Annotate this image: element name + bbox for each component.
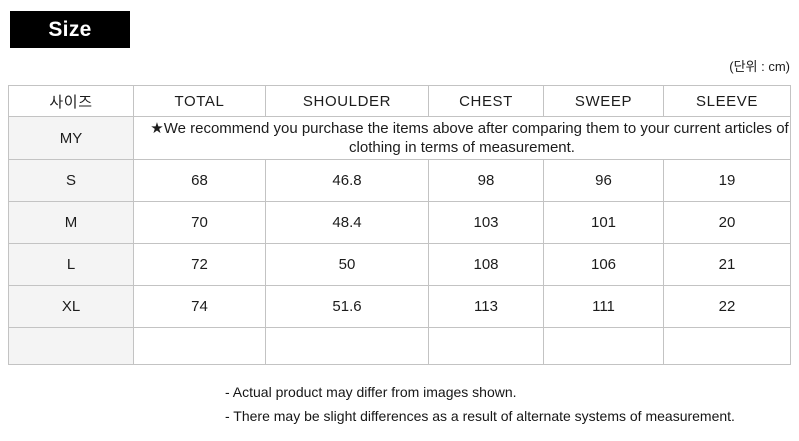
- l-shoulder: 50: [265, 243, 429, 286]
- row-label-s: S: [8, 159, 134, 202]
- column-header-sweep: SWEEP: [543, 85, 664, 117]
- s-shoulder: 46.8: [265, 159, 429, 202]
- table-row-xl: XL 74 51.6 113 111 22: [8, 285, 791, 328]
- column-header-size: 사이즈: [8, 85, 134, 117]
- size-table: 사이즈 TOTAL SHOULDER CHEST SWEEP SLEEVE MY…: [8, 85, 791, 365]
- m-sweep: 101: [543, 201, 664, 244]
- size-badge-label: Size: [48, 17, 92, 41]
- empty-shoulder: [265, 327, 429, 365]
- s-sleeve: 19: [663, 159, 791, 202]
- m-total: 70: [133, 201, 266, 244]
- l-sweep: 106: [543, 243, 664, 286]
- m-shoulder: 48.4: [265, 201, 429, 244]
- xl-shoulder: 51.6: [265, 285, 429, 328]
- table-row-empty: [8, 327, 791, 365]
- empty-sleeve: [663, 327, 791, 365]
- table-row-l: L 72 50 108 106 21: [8, 243, 791, 286]
- disclaimer-notes: - Actual product may differ from images …: [225, 380, 735, 428]
- row-label-m: M: [8, 201, 134, 244]
- xl-sweep: 111: [543, 285, 664, 328]
- m-chest: 103: [428, 201, 544, 244]
- xl-total: 74: [133, 285, 266, 328]
- column-header-chest: CHEST: [428, 85, 544, 117]
- xl-chest: 113: [428, 285, 544, 328]
- l-total: 72: [133, 243, 266, 286]
- my-row-note-cell: ★We recommend you purchase the items abo…: [133, 116, 791, 160]
- disclaimer-note-2: - There may be slight differences as a r…: [225, 408, 735, 424]
- empty-total: [133, 327, 266, 365]
- empty-row-label: [8, 327, 134, 365]
- empty-sweep: [543, 327, 664, 365]
- column-header-sleeve: SLEEVE: [663, 85, 791, 117]
- s-chest: 98: [428, 159, 544, 202]
- l-chest: 108: [428, 243, 544, 286]
- row-label-my: MY: [8, 116, 134, 160]
- xl-sleeve: 22: [663, 285, 791, 328]
- row-label-xl: XL: [8, 285, 134, 328]
- table-row-m: M 70 48.4 103 101 20: [8, 201, 791, 244]
- m-sleeve: 20: [663, 201, 791, 244]
- my-measurement-row: MY ★We recommend you purchase the items …: [8, 116, 791, 160]
- size-table-header-row: 사이즈 TOTAL SHOULDER CHEST SWEEP SLEEVE: [8, 85, 791, 117]
- column-header-total: TOTAL: [133, 85, 266, 117]
- s-total: 68: [133, 159, 266, 202]
- unit-note: (단위 : cm): [729, 59, 790, 74]
- s-sweep: 96: [543, 159, 664, 202]
- my-row-note-line2: clothing in terms of measurement.: [349, 139, 575, 156]
- empty-chest: [428, 327, 544, 365]
- row-label-l: L: [8, 243, 134, 286]
- size-section-badge: Size: [10, 11, 130, 48]
- disclaimer-note-1: - Actual product may differ from images …: [225, 384, 517, 400]
- my-row-note-line1: ★We recommend you purchase the items abo…: [150, 120, 789, 137]
- column-header-shoulder: SHOULDER: [265, 85, 429, 117]
- table-row-s: S 68 46.8 98 96 19: [8, 159, 791, 202]
- l-sleeve: 21: [663, 243, 791, 286]
